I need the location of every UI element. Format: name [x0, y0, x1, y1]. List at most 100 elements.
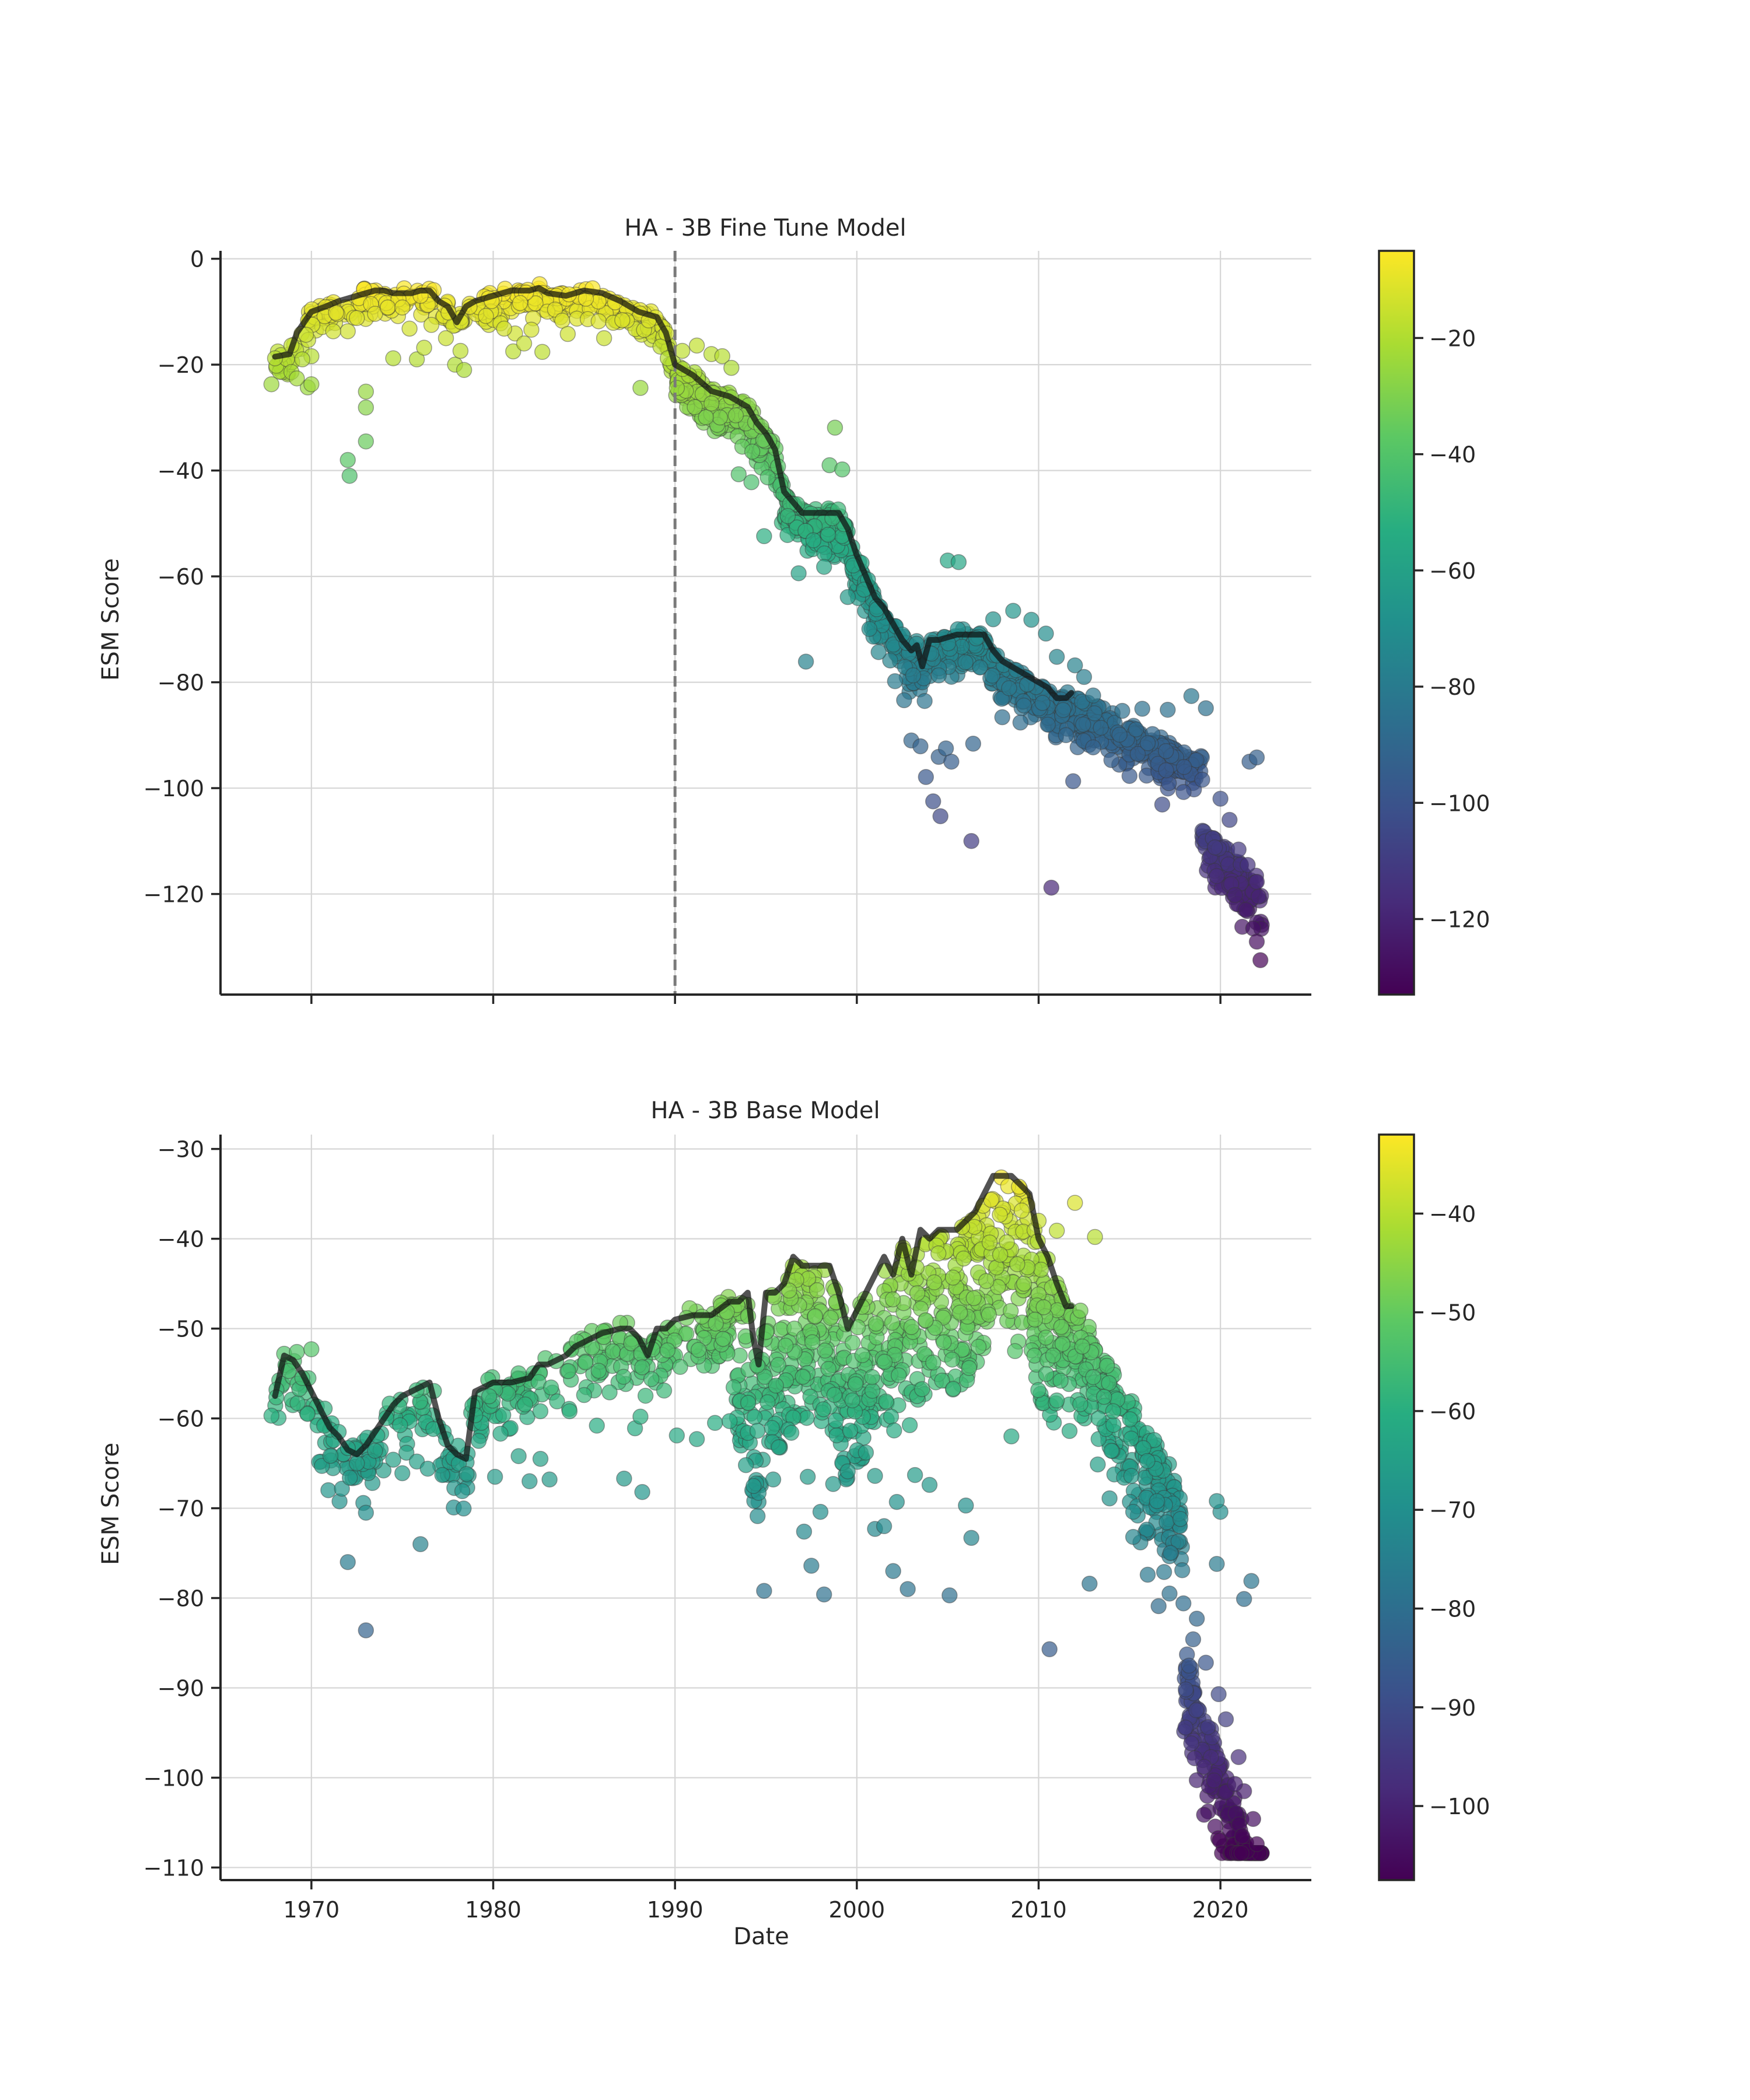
data-point — [816, 559, 832, 575]
data-point — [970, 1339, 987, 1355]
data-point — [394, 1465, 411, 1482]
data-point — [1128, 721, 1144, 738]
data-point — [1177, 1719, 1194, 1736]
colorbar-tick-label: −60 — [1429, 558, 1476, 584]
x-axis-label: Date — [733, 1923, 789, 1950]
y-tick-label: −70 — [158, 1496, 204, 1522]
data-point — [985, 611, 1002, 628]
data-point — [1234, 1828, 1251, 1845]
data-point — [1150, 1598, 1167, 1615]
data-point — [294, 351, 311, 368]
data-point — [1076, 668, 1093, 685]
data-point — [559, 326, 576, 342]
y-tick-label: −30 — [158, 1137, 204, 1163]
data-point — [994, 709, 1010, 726]
data-point — [577, 1354, 594, 1371]
colorbar-tick-label: −120 — [1429, 907, 1490, 933]
data-point — [926, 1274, 943, 1290]
data-point — [481, 1388, 498, 1405]
data-point — [803, 1558, 820, 1574]
data-point — [756, 528, 772, 544]
trend-line — [272, 285, 1074, 701]
colorbar-tick-label: −100 — [1429, 790, 1490, 816]
data-point — [1103, 1443, 1119, 1459]
data-point — [903, 1319, 920, 1335]
data-point — [1210, 1686, 1227, 1703]
data-point — [799, 1409, 815, 1426]
data-point — [1052, 1373, 1069, 1389]
data-point — [1125, 1503, 1142, 1520]
data-point — [423, 317, 440, 333]
data-point — [746, 1409, 763, 1426]
data-point — [1248, 1836, 1265, 1853]
grid — [220, 251, 1311, 995]
point-cloud — [263, 276, 1270, 968]
data-point — [615, 1368, 632, 1385]
x-tick-label: 1980 — [465, 1897, 522, 1923]
data-point — [505, 343, 522, 360]
data-point — [725, 1379, 742, 1396]
data-point — [452, 342, 469, 359]
data-point — [1085, 739, 1101, 755]
data-point — [1175, 784, 1192, 800]
y-tick-label: −90 — [158, 1675, 204, 1701]
data-point — [796, 1523, 813, 1540]
data-point — [961, 1360, 978, 1376]
data-point — [799, 1468, 816, 1485]
data-point — [858, 1444, 874, 1461]
data-point — [878, 1393, 894, 1410]
data-point — [749, 1423, 766, 1439]
data-point — [320, 1482, 337, 1499]
data-point — [854, 1347, 871, 1363]
data-point — [1227, 887, 1243, 904]
data-point — [963, 1530, 979, 1546]
data-point — [1209, 867, 1225, 884]
data-point — [1103, 752, 1119, 768]
data-point — [1075, 716, 1091, 733]
data-point — [914, 1381, 930, 1398]
data-point — [1217, 1711, 1234, 1728]
y-tick-label: −40 — [158, 1227, 204, 1252]
data-point — [1098, 1357, 1115, 1374]
data-point — [981, 1307, 998, 1323]
data-point — [522, 1473, 538, 1490]
data-point — [1248, 749, 1265, 766]
data-point — [756, 1583, 772, 1599]
x-tick-label: 2020 — [1192, 1897, 1249, 1923]
data-point — [688, 337, 705, 354]
data-point — [764, 1420, 780, 1436]
y-tick-label: −100 — [144, 1765, 204, 1791]
data-point — [379, 299, 396, 316]
data-point — [1101, 1490, 1118, 1507]
data-point — [527, 295, 544, 312]
data-point — [905, 667, 922, 684]
data-point — [1048, 649, 1065, 665]
data-point — [740, 1395, 757, 1411]
data-point — [1125, 1529, 1142, 1545]
data-point — [459, 1466, 475, 1482]
data-point — [1082, 1576, 1098, 1592]
data-point — [844, 1334, 861, 1351]
data-point — [1172, 1511, 1189, 1527]
data-point — [637, 1387, 654, 1404]
data-point — [992, 1247, 1009, 1263]
data-point — [1238, 902, 1254, 918]
data-point — [900, 1581, 916, 1597]
data-point — [1212, 790, 1228, 807]
colorbar-tick-label: −70 — [1429, 1497, 1476, 1523]
data-point — [1139, 735, 1156, 751]
data-point — [1207, 839, 1223, 856]
data-point — [289, 370, 305, 387]
data-point — [1087, 1228, 1103, 1245]
data-point — [883, 1408, 900, 1425]
data-point — [704, 395, 720, 412]
data-point — [760, 469, 776, 486]
y-axis-label: ESM Score — [97, 1443, 124, 1565]
data-point — [561, 1403, 578, 1419]
data-point — [1209, 1493, 1225, 1509]
data-point — [820, 527, 836, 543]
data-point — [547, 301, 564, 318]
colorbar-tick-label: −90 — [1429, 1695, 1476, 1721]
data-point — [672, 1359, 688, 1376]
data-point — [839, 1463, 856, 1480]
